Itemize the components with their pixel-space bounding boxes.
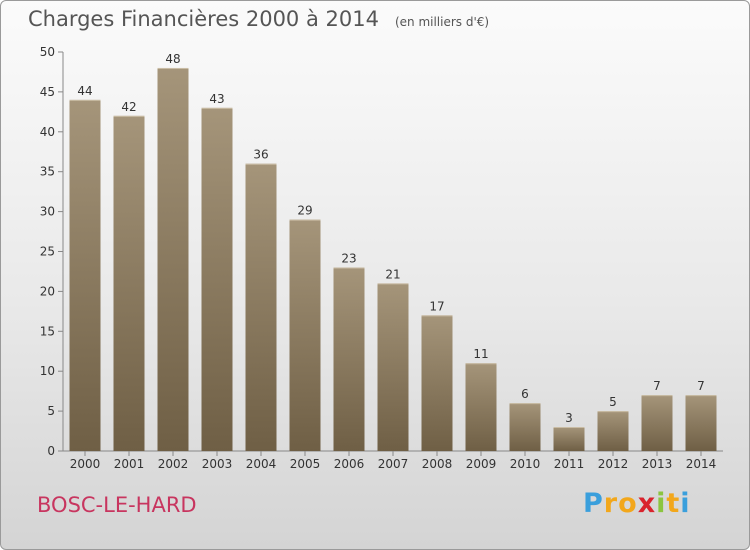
x-tick-label: 2002 (158, 457, 189, 471)
chart-title-block: Charges Financières 2000 à 2014 (en milli… (28, 7, 489, 31)
y-tick-label: 20 (40, 284, 55, 298)
bar (509, 403, 541, 451)
x-tick-label: 2010 (510, 457, 541, 471)
x-tick-label: 2007 (378, 457, 409, 471)
y-tick-label: 15 (40, 324, 55, 338)
bar (201, 107, 233, 452)
logo-letter: t (666, 488, 681, 519)
bar-value-label: 36 (253, 148, 268, 162)
x-tick-label: 2003 (202, 457, 233, 471)
bar-value-label: 48 (165, 52, 180, 66)
bar (333, 267, 365, 451)
bar-value-label: 44 (77, 84, 92, 98)
x-tick-label: 2006 (334, 457, 365, 471)
bar (245, 163, 277, 451)
y-tick-label: 10 (40, 364, 55, 378)
y-tick-label: 40 (40, 125, 55, 139)
chart-subtitle: (en milliers d'€) (394, 15, 490, 29)
x-tick-label: 2009 (466, 457, 497, 471)
y-tick-label: 35 (40, 165, 55, 179)
proxiti-logo: Proxiti (583, 488, 691, 519)
bar-value-label: 42 (121, 100, 136, 114)
bar (685, 395, 717, 451)
bar (377, 283, 409, 451)
y-tick-label: 25 (40, 245, 55, 259)
logo-letter: i (680, 488, 691, 519)
y-tick-label: 0 (47, 444, 55, 458)
bar-value-label: 3 (565, 411, 573, 425)
bar-value-label: 7 (697, 379, 705, 393)
x-tick-label: 2005 (290, 457, 321, 471)
bars (69, 67, 717, 452)
y-tick-label: 5 (47, 404, 55, 418)
bar-value-label: 7 (653, 379, 661, 393)
chart-title: Charges Financières 2000 à 2014 (28, 7, 379, 31)
bar (553, 427, 585, 451)
bar-value-label: 21 (385, 267, 400, 281)
commune-name: BOSC-LE-HARD (37, 493, 197, 517)
y-tick-label: 50 (40, 45, 55, 59)
bar-value-label: 43 (209, 92, 224, 106)
bar (641, 395, 673, 451)
y-tick-label: 45 (40, 85, 55, 99)
bar (69, 99, 101, 451)
y-tick-label: 30 (40, 205, 55, 219)
bar (289, 219, 321, 451)
data-labels: 44 42 48 43 36 29 23 21 17 11 6 3 5 7 7 (77, 52, 704, 425)
x-tick-label: 2011 (554, 457, 585, 471)
x-tick-label: 2000 (70, 457, 101, 471)
x-tick-label: 2008 (422, 457, 453, 471)
bar-value-label: 6 (521, 387, 529, 401)
bar (113, 115, 145, 451)
x-tick-label: 2004 (246, 457, 277, 471)
bar-value-label: 23 (341, 251, 356, 265)
bar (157, 67, 189, 452)
x-tick-label: 2013 (642, 457, 673, 471)
x-tick-label: 2014 (686, 457, 717, 471)
bar-value-label: 5 (609, 395, 617, 409)
bar (421, 315, 453, 451)
logo-letter: x (637, 488, 657, 519)
x-tick-label: 2001 (114, 457, 145, 471)
x-tick-label: 2012 (598, 457, 629, 471)
logo-letter: i (656, 488, 667, 519)
logo-letter: o (618, 488, 638, 519)
logo-letter: r (603, 488, 619, 519)
bar-value-label: 29 (297, 204, 312, 218)
bar-value-label: 17 (429, 299, 444, 313)
bar-value-label: 11 (473, 347, 488, 361)
logo-letter: P (583, 488, 604, 519)
bar (465, 363, 497, 451)
bar (597, 411, 629, 451)
